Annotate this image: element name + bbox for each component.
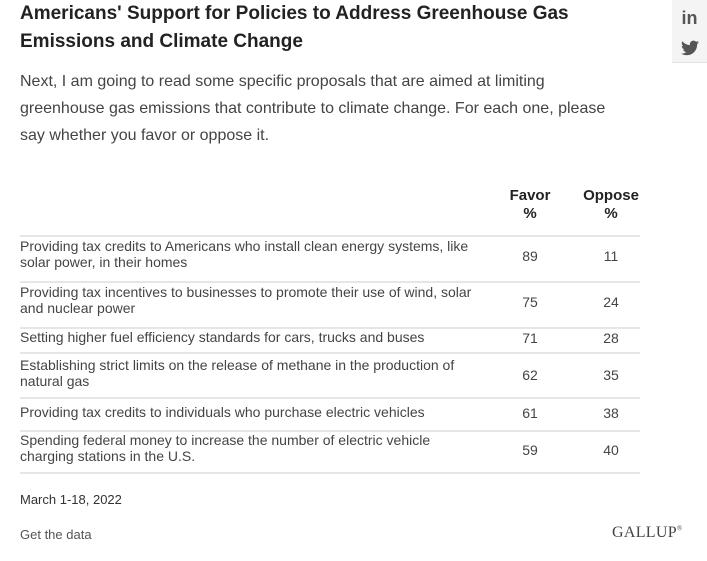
table-row: Providing tax incentives to businesses t… [20,284,640,320]
oppose-header-unit: % [604,205,618,222]
favor-value: 62 [522,367,538,383]
row-divider [20,352,640,354]
survey-date: March 1-18, 2022 [20,492,122,507]
row-label: Providing tax credits to individuals who… [20,404,425,420]
question-text: Next, I am going to read some specific p… [20,73,606,144]
favor-column-header: Favor % [500,187,560,223]
favor-header-unit: % [523,205,537,222]
row-divider [20,430,640,432]
oppose-value: 40 [603,442,619,458]
oppose-value: 35 [603,367,619,383]
favor-value: 61 [522,405,538,421]
gallup-logo-text: GALLUP [612,524,677,541]
linkedin-icon[interactable]: in [681,8,698,28]
table-row: Providing tax credits to individuals who… [20,404,640,422]
oppose-value: 28 [603,330,619,346]
row-label: Establishing strict limits on the releas… [20,357,455,389]
row-divider [20,235,640,237]
oppose-header-label: Oppose [583,187,639,204]
share-panel: in [672,0,707,63]
favor-value: 75 [522,294,538,310]
oppose-value: 38 [603,405,619,421]
twitter-icon[interactable] [672,38,707,58]
table-row: Setting higher fuel efficiency standards… [20,329,640,347]
row-divider [20,281,640,283]
row-label: Providing tax credits to Americans who i… [20,238,469,270]
favor-header-label: Favor [509,187,551,204]
oppose-column-header: Oppose % [576,187,646,223]
get-data-link[interactable]: Get the data [20,527,92,542]
favor-value: 89 [522,248,538,264]
oppose-value: 11 [603,248,619,264]
row-divider [20,397,640,399]
row-label: Setting higher fuel efficiency standards… [20,329,425,345]
oppose-value: 24 [603,294,619,310]
table-row: Providing tax credits to Americans who i… [20,238,640,274]
table-row: Establishing strict limits on the releas… [20,357,640,393]
chart-title: Americans' Support for Policies to Addre… [20,3,569,52]
row-label: Spending federal money to increase the n… [20,432,431,464]
favor-value: 71 [522,330,538,346]
favor-value: 59 [522,442,538,458]
gallup-logo: GALLUP® [612,524,683,542]
registered-mark: ® [676,524,683,533]
table-row: Spending federal money to increase the n… [20,432,640,468]
row-divider [20,327,640,329]
row-divider [20,472,640,474]
row-label: Providing tax incentives to businesses t… [20,284,472,316]
